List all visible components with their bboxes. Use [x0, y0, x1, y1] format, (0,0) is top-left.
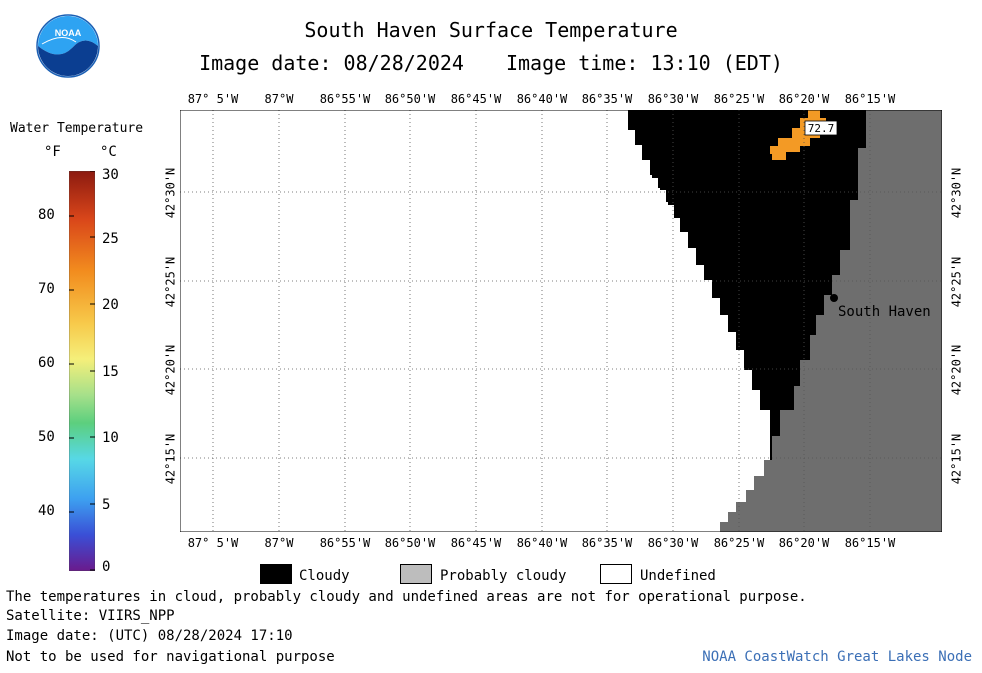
lon-label-top: 86°50'W [384, 92, 436, 106]
f-tick-60: 60 [38, 355, 55, 371]
south-haven-marker-icon [830, 294, 838, 302]
lon-label-top: 86°55'W [319, 92, 371, 106]
graticule [180, 110, 942, 532]
image-time-label: Image time: 13:10 (EDT) [505, 51, 783, 75]
f-tick-40: 40 [38, 503, 55, 519]
land-area [720, 110, 942, 532]
lon-label-bottom: 86°55'W [319, 536, 371, 550]
legend-swatch-undefined [600, 564, 632, 584]
image-date-label: Image date: 08/28/2024 [199, 51, 464, 75]
c-tick-25: 25 [102, 231, 119, 247]
f-tick-70: 70 [38, 281, 55, 297]
lat-label-right: 42°30'N [949, 167, 964, 219]
lat-label-right: 42°25'N [949, 256, 964, 308]
legend-label-cloudy: Cloudy [299, 568, 350, 584]
temp-annotation: 72.7 [808, 122, 835, 135]
unit-celsius: °C [100, 144, 117, 160]
f-tick-50: 50 [38, 429, 55, 445]
lon-label-bottom: 86°40'W [516, 536, 568, 550]
lat-label-left: 42°30'N [163, 167, 178, 219]
temp-annotation-box [804, 120, 838, 136]
lon-label-bottom: 86°50'W [384, 536, 436, 550]
f-tick-80: 80 [38, 207, 55, 223]
c-tick-0: 0 [102, 559, 111, 575]
lon-label-bottom: 86°15'W [844, 536, 896, 550]
c-tick-15: 15 [102, 364, 119, 380]
unit-fahrenheit: °F [44, 144, 61, 160]
lon-label-top: 86°25'W [713, 92, 765, 106]
lon-label-top: 87°W [264, 92, 294, 106]
lon-label-top: 86°40'W [516, 92, 568, 106]
lon-label-bottom: 86°35'W [581, 536, 633, 550]
satellite-text: Satellite: VIIRS_NPP [6, 608, 175, 624]
c-tick-10: 10 [102, 430, 119, 446]
c-tick-20: 20 [102, 297, 119, 313]
lon-label-bottom: 87°W [264, 536, 294, 550]
colorbar-title: Water Temperature [10, 121, 144, 136]
lon-label-top: 86°15'W [844, 92, 896, 106]
legend-swatch-cloudy [260, 564, 292, 584]
place-label: South Haven [838, 304, 931, 320]
disclaimer-text: The temperatures in cloud, probably clou… [6, 589, 807, 605]
lon-label-top: 86°45'W [450, 92, 502, 106]
lon-label-top: 87° 5'W [187, 92, 239, 106]
page-title: South Haven Surface Temperature [304, 18, 678, 42]
c-tick-5: 5 [102, 497, 111, 513]
navigation-warning: Not to be used for navigational purpose [6, 649, 335, 665]
lon-label-top: 86°30'W [647, 92, 699, 106]
temperature-map: 72.7 South Haven [180, 110, 942, 532]
utc-date-text: Image date: (UTC) 08/28/2024 17:10 [6, 628, 293, 644]
lon-label-bottom: 86°30'W [647, 536, 699, 550]
noaa-logo-icon: NOAA [36, 14, 100, 78]
c-tick-30: 30 [102, 167, 119, 183]
legend-swatch-probably-cloudy [400, 564, 432, 584]
lat-label-left: 42°25'N [163, 256, 178, 308]
cloudy-region-core [628, 110, 866, 436]
temperature-colorbar [69, 171, 95, 571]
lon-label-bottom: 86°25'W [713, 536, 765, 550]
lat-label-left: 42°15'N [163, 433, 178, 485]
lat-label-left: 42°20'N [163, 344, 178, 396]
image-date-time: Image date: 08/28/2024 Image time: 13:10 … [0, 51, 982, 75]
legend-label-undefined: Undefined [640, 568, 716, 584]
credit-text: NOAA CoastWatch Great Lakes Node [702, 649, 972, 665]
lon-label-bottom: 86°45'W [450, 536, 502, 550]
lon-label-top: 86°35'W [581, 92, 633, 106]
lat-label-right: 42°20'N [949, 344, 964, 396]
lat-label-right: 42°15'N [949, 433, 964, 485]
lon-label-bottom: 87° 5'W [187, 536, 239, 550]
legend-label-probably-cloudy: Probably cloudy [440, 568, 567, 584]
logo-text: NOAA [55, 28, 82, 38]
lon-label-top: 86°20'W [778, 92, 830, 106]
lon-label-bottom: 86°20'W [778, 536, 830, 550]
